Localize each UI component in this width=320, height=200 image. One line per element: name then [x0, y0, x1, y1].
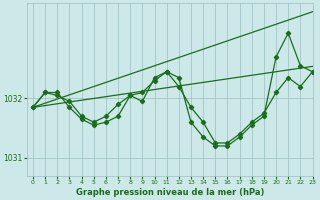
X-axis label: Graphe pression niveau de la mer (hPa): Graphe pression niveau de la mer (hPa): [76, 188, 264, 197]
